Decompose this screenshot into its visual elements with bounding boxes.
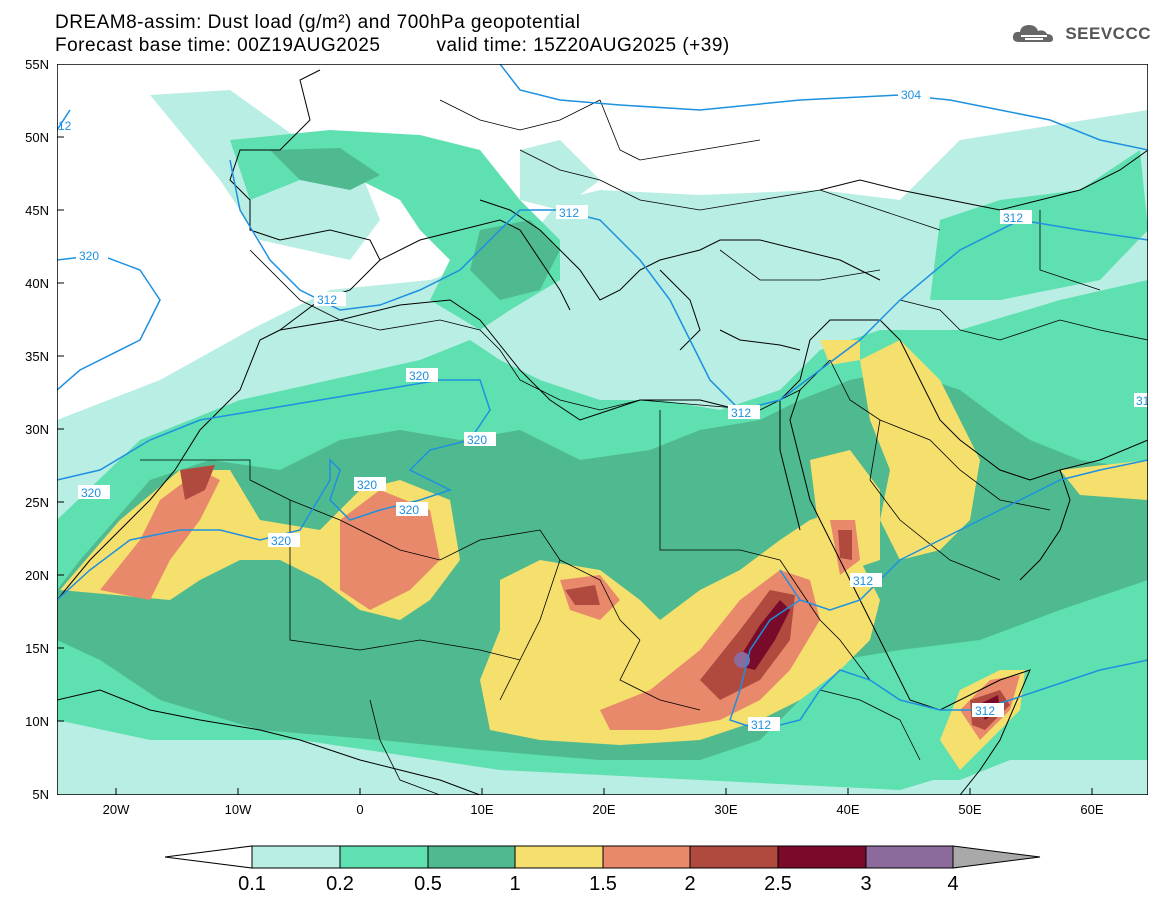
dust-load-map: 304 312 312 312 312 312 312 312 312 12 3… [57, 64, 1148, 795]
contour-label: 320 [357, 478, 377, 492]
colorbar-label: 0.1 [238, 873, 266, 895]
colorbar-segment [251, 845, 341, 869]
valid-time: valid time: 15Z20AUG2025 (+39) [436, 35, 730, 56]
colorbar-label: 4 [947, 873, 959, 895]
colorbar-segment [865, 845, 954, 869]
colorbar-label: 0.2 [326, 873, 354, 895]
colorbar-segment [427, 845, 516, 869]
lat-label: 40N [25, 276, 49, 291]
contour-label: 320 [467, 433, 487, 447]
lat-label: 20N [25, 568, 49, 583]
contour-label: 320 [399, 503, 419, 517]
logo-text: SEEVCCC [1065, 24, 1151, 43]
contour-label: 320 [81, 486, 101, 500]
lat-label: 50N [25, 130, 49, 145]
contour-label: 312 [1136, 394, 1148, 408]
contour-label: 320 [409, 369, 429, 383]
contour-label: 312 [559, 206, 579, 220]
colorbar-segment [514, 845, 604, 869]
lat-label: 15N [25, 641, 49, 656]
lon-label: 10W [224, 802, 252, 817]
seevccc-logo: SEEVCCC [1011, 22, 1151, 46]
contour-label: 320 [271, 534, 291, 548]
lat-label: 25N [25, 495, 49, 510]
map-title: DREAM8-assim: Dust load (g/m²) and 700hP… [55, 12, 581, 33]
colorbar-label: 2.5 [764, 873, 792, 895]
colorbar-segment [339, 845, 429, 869]
lon-label: 30E [714, 802, 738, 817]
contour-label: 320 [79, 249, 99, 263]
colorbar-label: 1 [509, 873, 521, 895]
colorbar-label: 2 [684, 873, 696, 895]
contour-label: 304 [901, 88, 921, 102]
lat-label: 45N [25, 203, 49, 218]
lon-label: 60E [1080, 802, 1104, 817]
lat-label: 5N [32, 787, 49, 802]
contour-label: 312 [1003, 211, 1023, 225]
contour-label: 312 [751, 718, 771, 732]
lon-label: 0 [356, 802, 364, 817]
colorbar-segment [777, 845, 867, 869]
lon-label: 10E [470, 802, 494, 817]
colorbar-label: 3 [860, 873, 872, 895]
map-subtitle: Forecast base time: 00Z19AUG2025 valid ti… [55, 35, 730, 57]
colorbar-segment [689, 845, 779, 869]
colorbar-label: 0.5 [414, 873, 442, 895]
lat-label: 55N [25, 57, 49, 72]
contour-label: 312 [731, 406, 751, 420]
lon-label: 20E [592, 802, 616, 817]
contour-label: 312 [853, 574, 873, 588]
lat-label: 30N [25, 422, 49, 437]
lon-label: 40E [836, 802, 860, 817]
colorbar-low-arrow [164, 845, 253, 869]
lat-label: 35N [25, 349, 49, 364]
lat-label: 10N [25, 714, 49, 729]
contour-labels: 304 312 312 312 312 312 312 312 312 12 3… [58, 87, 1148, 732]
lon-label: 50E [958, 802, 982, 817]
contour-label: 12 [58, 119, 72, 133]
contour-label: 312 [317, 293, 337, 307]
cloud-icon [1013, 25, 1054, 42]
colorbar-segment [602, 845, 691, 869]
contour-label: 312 [975, 704, 995, 718]
colorbar-label: 1.5 [589, 873, 617, 895]
lon-label: 20W [102, 802, 130, 817]
axis-ticks [57, 136, 1093, 795]
base-time: Forecast base time: 00Z19AUG2025 [55, 35, 381, 56]
colorbar-high-arrow [952, 845, 1041, 869]
colorbar [164, 845, 1041, 869]
